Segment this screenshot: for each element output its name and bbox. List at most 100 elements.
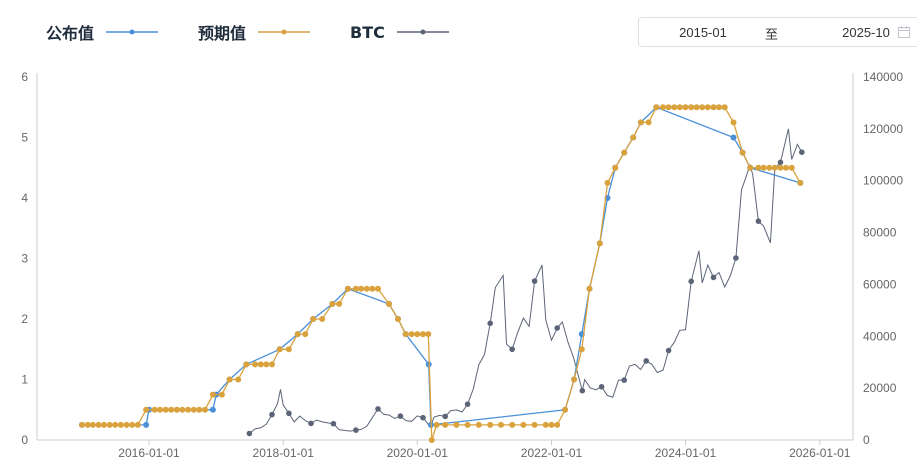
data-point-expected: [586, 285, 593, 292]
data-point-expected: [302, 331, 309, 338]
data-point-expected: [196, 406, 203, 413]
y-left-tick-label: 6: [21, 70, 28, 84]
data-point-btc: [353, 427, 359, 433]
data-point-expected: [612, 164, 619, 171]
data-point-expected: [562, 406, 569, 413]
legend-item-published[interactable]: 公布值: [46, 20, 159, 44]
data-point-expected: [408, 331, 415, 338]
data-point-expected: [257, 361, 264, 368]
data-point-expected: [285, 346, 292, 353]
data-point-expected: [428, 437, 435, 443]
data-point-expected: [235, 376, 242, 383]
legend-swatch-btc: [396, 29, 449, 35]
legend-item-btc[interactable]: BTC: [350, 23, 449, 42]
x-tick-label: 2024-01-01: [655, 446, 717, 460]
y-right-tick-label: 0: [863, 433, 870, 447]
y-left-tick-label: 2: [21, 312, 28, 326]
data-point-btc: [554, 325, 560, 331]
data-point-expected: [209, 391, 216, 398]
data-point-btc: [509, 346, 515, 353]
data-point-btc: [286, 410, 292, 417]
data-point-expected: [710, 104, 717, 111]
data-point-expected: [123, 421, 130, 428]
data-point-btc: [710, 274, 717, 281]
y-right-tick-label: 100000: [863, 174, 903, 188]
data-point-expected: [117, 421, 124, 428]
data-point-btc: [420, 414, 426, 421]
data-point-expected: [294, 331, 301, 338]
data-point-expected: [621, 149, 628, 156]
legend-label-btc: BTC: [350, 22, 385, 42]
date-range-picker[interactable]: 2015-01 至 2025-10: [638, 17, 917, 47]
data-point-expected: [797, 179, 804, 186]
data-point-btc: [665, 347, 672, 354]
data-point-expected: [716, 104, 722, 111]
data-point-btc: [579, 387, 586, 394]
data-point-expected: [226, 376, 233, 383]
series-line-published: [82, 106, 801, 426]
y-left-tick-label: 0: [21, 433, 28, 447]
data-point-expected: [578, 346, 585, 353]
data-point-expected: [319, 316, 326, 322]
data-point-expected: [747, 164, 754, 171]
y-left-tick-label: 5: [21, 131, 28, 145]
data-point-expected: [106, 421, 113, 428]
data-point-expected: [84, 421, 91, 428]
data-point-expected: [344, 285, 351, 292]
data-point-expected: [704, 104, 711, 111]
data-point-expected: [202, 406, 208, 413]
data-point-expected: [464, 421, 471, 428]
data-point-expected: [425, 331, 432, 338]
data-point-expected: [453, 421, 460, 428]
data-point-expected: [721, 104, 728, 111]
data-point-published: [143, 421, 150, 428]
data-point-expected: [89, 421, 96, 428]
data-point-btc: [531, 278, 538, 284]
data-point-expected: [688, 104, 695, 111]
data-point-expected: [151, 406, 158, 413]
data-point-expected: [386, 300, 392, 307]
data-point-btc: [487, 320, 494, 327]
data-point-expected: [101, 421, 107, 428]
data-point-expected: [395, 316, 401, 322]
data-point-btc: [598, 384, 605, 390]
data-point-expected: [190, 406, 197, 413]
y-left-tick-label: 3: [21, 252, 28, 266]
data-point-expected: [788, 164, 795, 171]
data-point-expected: [699, 104, 706, 111]
data-point-expected: [218, 391, 225, 398]
data-point-expected: [157, 406, 163, 413]
data-point-expected: [162, 406, 169, 413]
data-point-expected: [352, 285, 359, 292]
data-point-expected: [442, 421, 449, 428]
data-point-expected: [693, 104, 700, 111]
date-range-end-input[interactable]: 2025-10: [842, 25, 890, 40]
legend-swatch-published: [106, 29, 159, 35]
legend-label-expected: 预期值: [198, 24, 247, 43]
data-point-expected: [112, 421, 119, 428]
data-point-btc: [308, 420, 314, 427]
data-point-expected: [766, 164, 773, 171]
data-point-published: [730, 134, 737, 141]
data-point-expected: [168, 406, 175, 413]
x-tick-label: 2018-01-01: [253, 446, 315, 460]
data-point-expected: [129, 421, 136, 428]
legend-item-expected[interactable]: 预期值: [198, 20, 311, 44]
data-point-expected: [682, 104, 689, 111]
data-point-expected: [755, 164, 762, 171]
data-point-expected: [143, 406, 150, 413]
legend-swatch-expected: [258, 29, 311, 35]
data-point-btc: [621, 377, 627, 383]
data-point-expected: [263, 361, 270, 368]
data-point-expected: [596, 240, 603, 247]
data-point-expected: [369, 285, 376, 292]
date-range-separator: 至: [765, 28, 779, 43]
data-point-btc: [464, 401, 471, 408]
date-range-start-input[interactable]: 2015-01: [679, 25, 727, 40]
calendar-icon[interactable]: [898, 26, 910, 38]
data-point-expected: [243, 361, 250, 368]
y-right-tick-label: 80000: [863, 226, 897, 240]
data-point-expected: [542, 421, 549, 428]
data-point-expected: [548, 421, 555, 428]
data-point-expected: [252, 361, 259, 368]
